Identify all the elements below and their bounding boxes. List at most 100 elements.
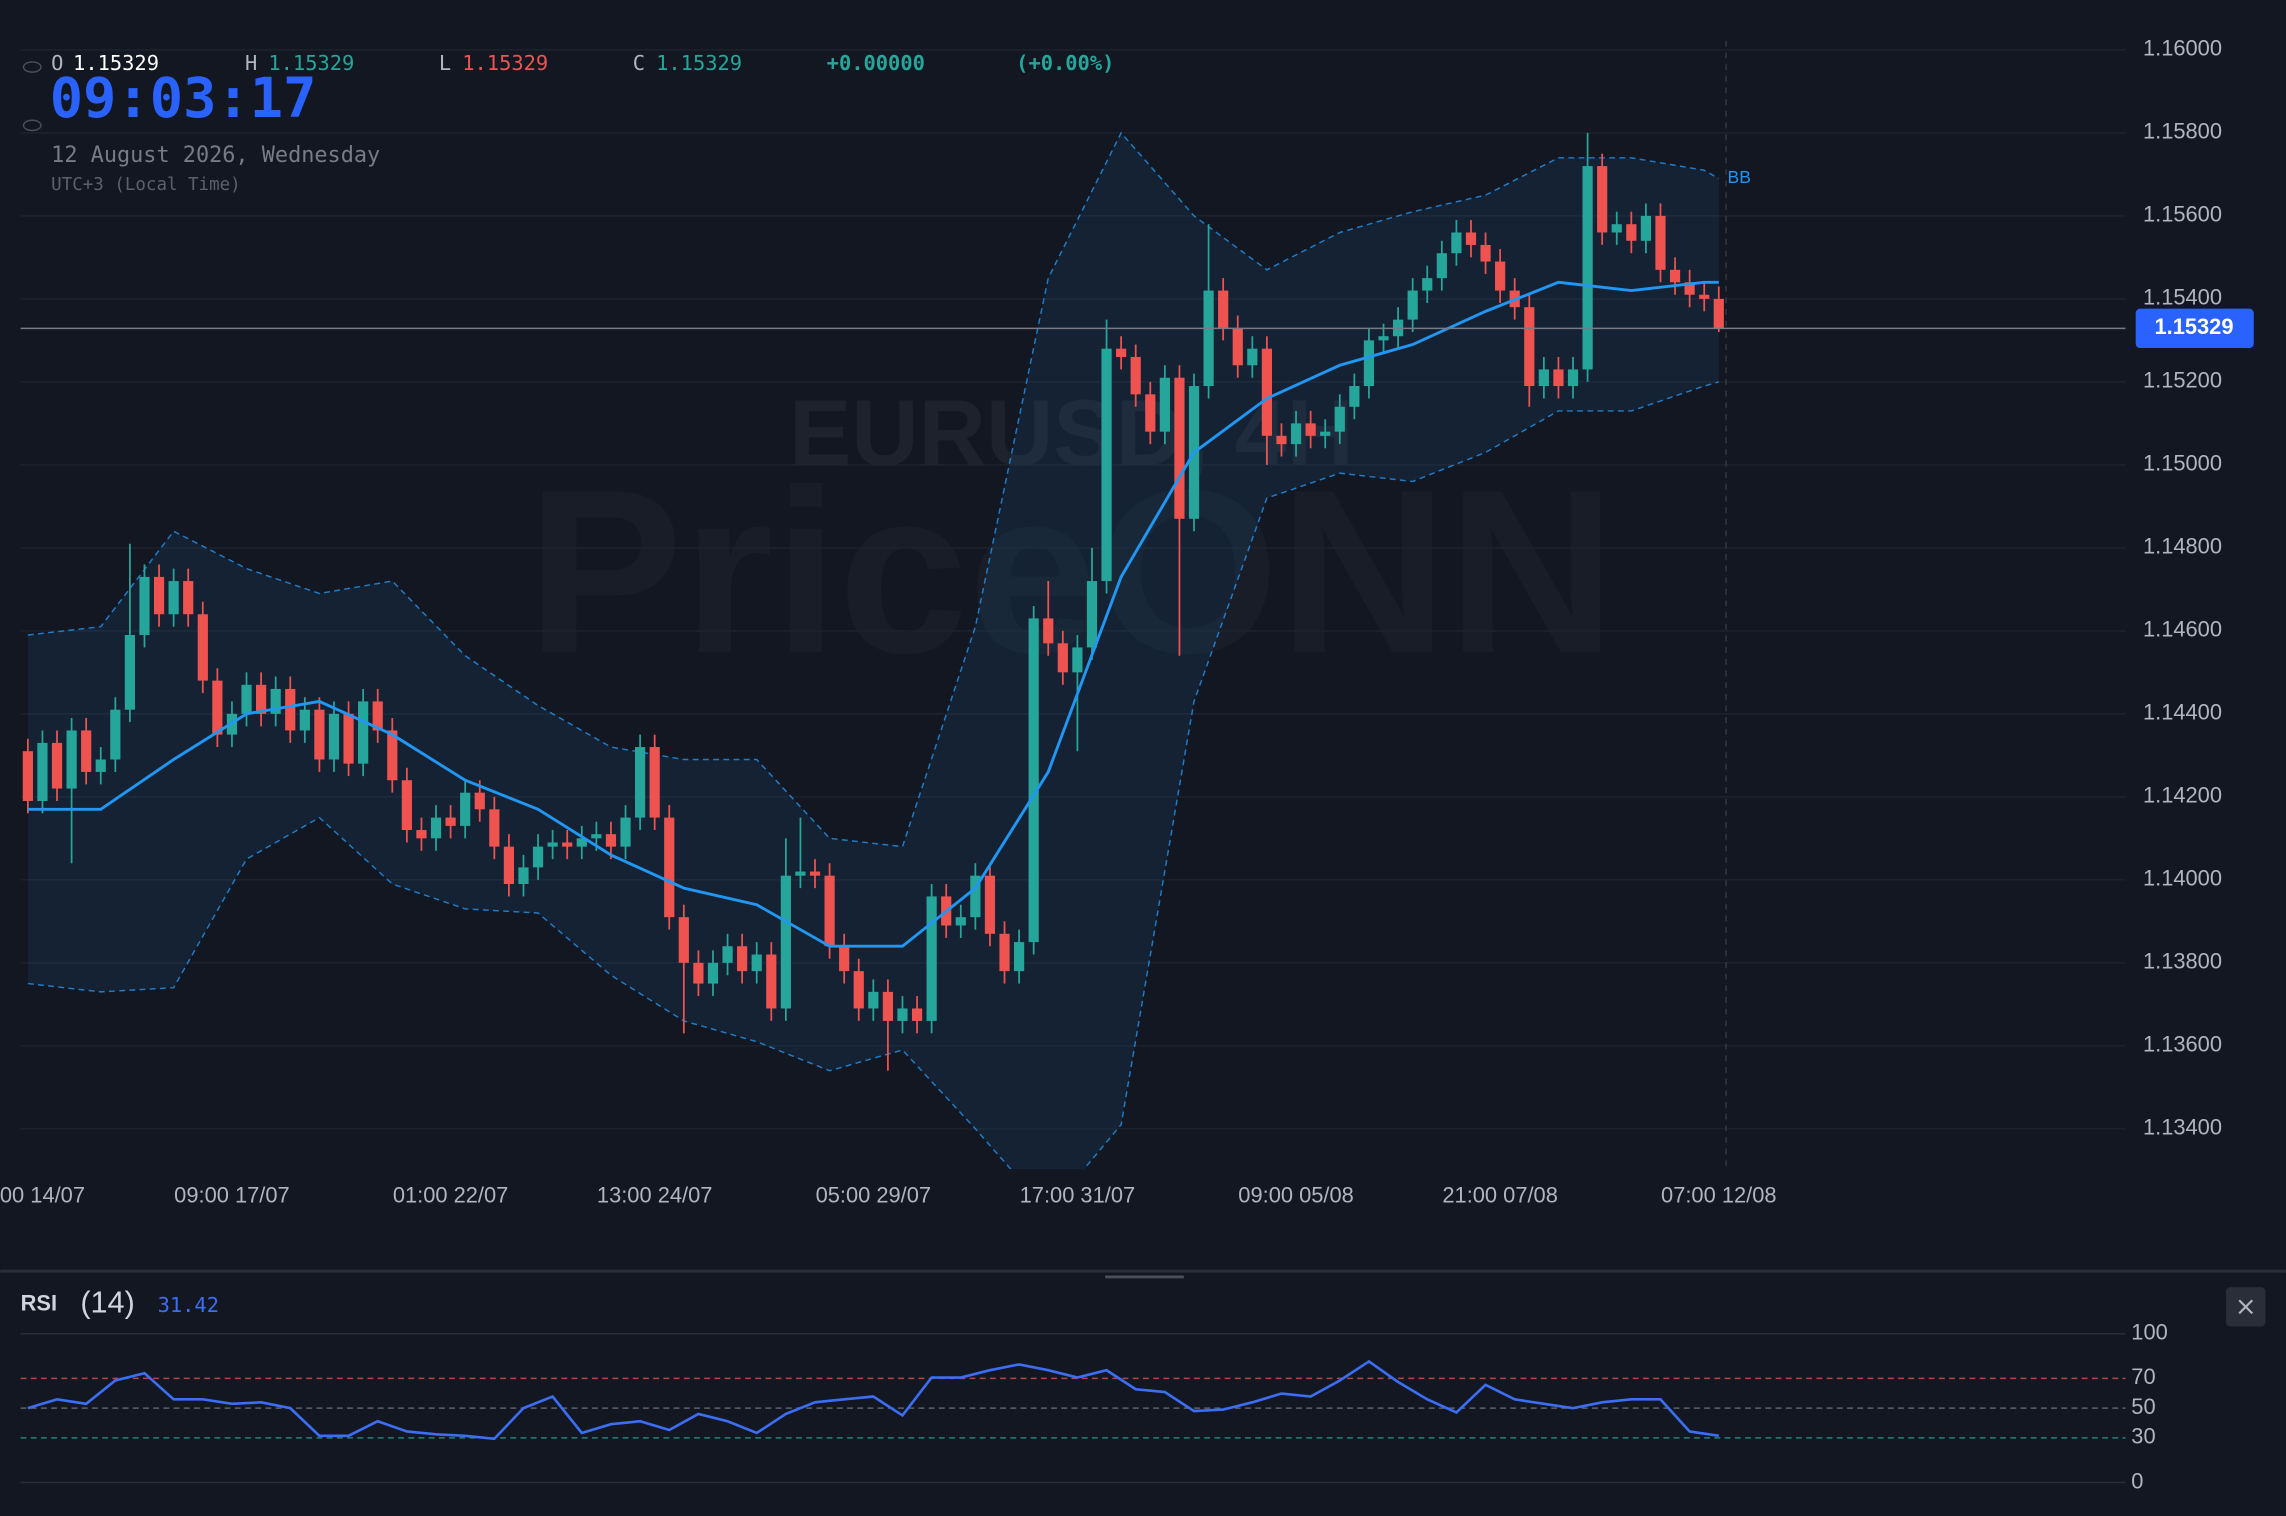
candle-body — [197, 614, 208, 681]
candle-body — [255, 684, 267, 714]
x-tick-label: 17:00 31/07 — [1020, 1183, 1135, 1208]
candle-body — [1684, 282, 1695, 295]
candle-body — [1378, 336, 1389, 341]
candle-body — [1699, 294, 1710, 299]
candle-body — [387, 730, 398, 781]
rsi-header: RSI (14) 31.42 — [21, 1286, 219, 1320]
candle-body — [853, 971, 864, 1009]
candle-body — [1363, 340, 1375, 387]
x-tick-label: 09:00 17/07 — [174, 1183, 289, 1208]
candle-body — [1349, 386, 1360, 407]
candle-body — [460, 792, 471, 826]
candle-body — [1538, 369, 1549, 387]
candle-body — [707, 962, 719, 984]
candle-body — [1174, 377, 1185, 519]
candle-body — [1524, 307, 1535, 387]
x-tick-label: 07:00 12/08 — [1661, 1183, 1776, 1208]
candle-body — [328, 713, 340, 760]
candle-body — [1334, 406, 1345, 432]
candle-body — [532, 846, 544, 868]
candle-body — [299, 709, 310, 731]
candle-body — [1013, 942, 1025, 972]
y-tick-label: 1.14400 — [2143, 700, 2222, 725]
y-tick-label: 1.14000 — [2143, 866, 2222, 891]
candle-body — [634, 747, 646, 818]
candle-body — [649, 747, 660, 818]
candle-body — [1597, 166, 1608, 233]
x-tick-label: 13:00 24/07 — [597, 1183, 712, 1208]
close-icon[interactable] — [2238, 1299, 2254, 1315]
candle-body — [620, 817, 631, 847]
candle-body — [314, 709, 325, 760]
x-tick-label: 21:00 07/08 — [1442, 1183, 1557, 1208]
candle-body — [139, 576, 150, 636]
legend-header: O 1.15329 H 1.15329 L 1.15329 C 1.15329 … — [22, 51, 1114, 195]
candle-body — [693, 962, 704, 984]
candle-body — [868, 991, 879, 1009]
y-tick-label: 1.14600 — [2143, 617, 2222, 642]
candle-body — [183, 581, 194, 615]
candle-body — [809, 871, 821, 876]
date: 12 August 2026, Wednesday — [51, 143, 380, 168]
close-button[interactable] — [2226, 1287, 2266, 1327]
candle-body — [926, 896, 937, 1021]
clock: 09:03:17 — [50, 67, 317, 131]
candle-body — [1553, 369, 1564, 387]
x-tick-label: 09:00 05/08 — [1238, 1183, 1353, 1208]
candle-body — [51, 742, 63, 789]
candle-body — [970, 875, 981, 918]
x-tick-label: 05:00 29/07 — [816, 1183, 931, 1208]
band-upper — [27, 131, 1720, 848]
candle-body — [999, 933, 1010, 972]
candle-body — [1145, 394, 1156, 432]
candle-body — [591, 834, 602, 839]
candle-body — [1057, 643, 1068, 673]
change-percent: (+0.00%) — [1016, 51, 1114, 75]
candle-body — [1713, 298, 1724, 329]
candle-body — [1436, 253, 1447, 279]
candle-body — [605, 834, 617, 847]
band-fill — [27, 132, 1719, 1170]
candle-body — [1116, 348, 1127, 357]
candle-body — [95, 759, 106, 772]
ohlc-value: 1.15329 — [73, 51, 159, 75]
watermark: EURUSD, 4H PriceONN — [527, 381, 1616, 702]
candle-body — [285, 688, 296, 731]
candle-body — [153, 576, 165, 615]
candle-body — [576, 838, 587, 847]
candle-body — [1261, 348, 1273, 436]
y-tick-label: 1.15600 — [2143, 202, 2222, 227]
rsi-tick-label: 30 — [2131, 1424, 2155, 1449]
candle-body — [445, 817, 456, 826]
y-tick-label: 1.15400 — [2143, 285, 2222, 310]
candle-body — [1159, 377, 1170, 432]
candle-body — [1655, 215, 1666, 270]
visibility-icon[interactable] — [22, 119, 42, 132]
candle-body — [897, 1008, 908, 1021]
ohlc-value: 1.15329 — [268, 51, 354, 75]
candle-body — [780, 875, 791, 1009]
candle-body — [911, 1008, 923, 1021]
candle-body — [766, 954, 777, 1009]
candle-body — [1320, 431, 1331, 436]
candle-body — [722, 946, 733, 963]
candle-body — [1422, 278, 1433, 291]
candle-body — [664, 817, 675, 918]
rsi-tick-label: 50 — [2131, 1394, 2155, 1419]
y-tick-label: 1.14800 — [2143, 534, 2222, 559]
candle-body — [562, 842, 573, 847]
candle-body — [430, 817, 442, 839]
candle-body — [1290, 423, 1302, 445]
candle-body — [984, 875, 996, 934]
candle-body — [37, 742, 48, 801]
rsi-line — [27, 1359, 1719, 1441]
y-tick-label: 1.14200 — [2143, 783, 2222, 808]
watermark-brand: PriceONN — [527, 442, 1616, 702]
rsi-title: RSI — [21, 1290, 57, 1315]
candle-body — [882, 991, 894, 1021]
visibility-icon[interactable] — [22, 61, 42, 73]
rsi-tick-label: 0 — [2131, 1468, 2143, 1493]
candle-body — [110, 709, 121, 760]
